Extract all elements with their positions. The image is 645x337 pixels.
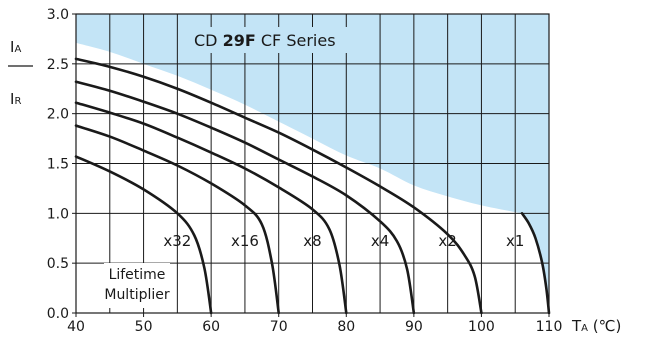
safe-region-boundary-fill [76, 14, 549, 313]
curve-x2 [74, 57, 483, 315]
curve-label-x4: x4 [371, 232, 389, 250]
x-tick-label: 80 [337, 319, 355, 335]
x-tick-label: 90 [405, 319, 423, 335]
curve-labels: x1 x2 x4 x8 x16 x32 [163, 232, 524, 250]
y-tick-label: 1.0 [47, 206, 69, 222]
lifetime-note-line1: Lifetime [109, 267, 166, 283]
chart-title: CD 29F CF Series [194, 31, 336, 50]
lifetime-note-line2: Multiplier [104, 287, 170, 303]
x-tick-label: 50 [135, 319, 153, 335]
curve-label-x2: x2 [438, 232, 456, 250]
y-axis-label-numerator: IA [10, 38, 21, 56]
curve-label-x1: x1 [506, 232, 524, 250]
y-axis-ticks: 0.0 0.5 1.0 1.5 2.0 2.5 3.0 [47, 7, 76, 322]
x-axis-ticks: 40 50 60 70 80 90 100 110 [67, 313, 562, 335]
y-tick-label: 3.0 [47, 7, 69, 23]
curve-x4 [74, 80, 416, 315]
lifetime-curves [74, 57, 551, 315]
y-tick-label: 1.5 [47, 157, 69, 173]
lifetime-note-background [104, 263, 170, 308]
x-tick-label: 100 [468, 319, 495, 335]
x-tick-label: 40 [67, 319, 85, 335]
x-axis-label: TA (℃) [571, 317, 621, 335]
x-tick-label: 70 [270, 319, 288, 335]
curve-x16 [74, 124, 281, 315]
curve-x32 [74, 155, 213, 315]
y-tick-label: 2.0 [47, 107, 69, 123]
y-tick-label: 0.0 [47, 306, 69, 322]
x-tick-label: 60 [202, 319, 220, 335]
x-tick-label: 110 [536, 319, 563, 335]
curve-x1 [520, 212, 551, 315]
curve-label-x8: x8 [303, 232, 321, 250]
title-background [185, 27, 357, 53]
y-tick-label: 2.5 [47, 57, 69, 73]
y-axis-label-denominator: IR [10, 90, 21, 108]
y-tick-label: 0.5 [47, 256, 69, 272]
curve-label-x16: x16 [231, 232, 259, 250]
curve-x8 [74, 101, 348, 315]
curve-label-x32: x32 [163, 232, 191, 250]
